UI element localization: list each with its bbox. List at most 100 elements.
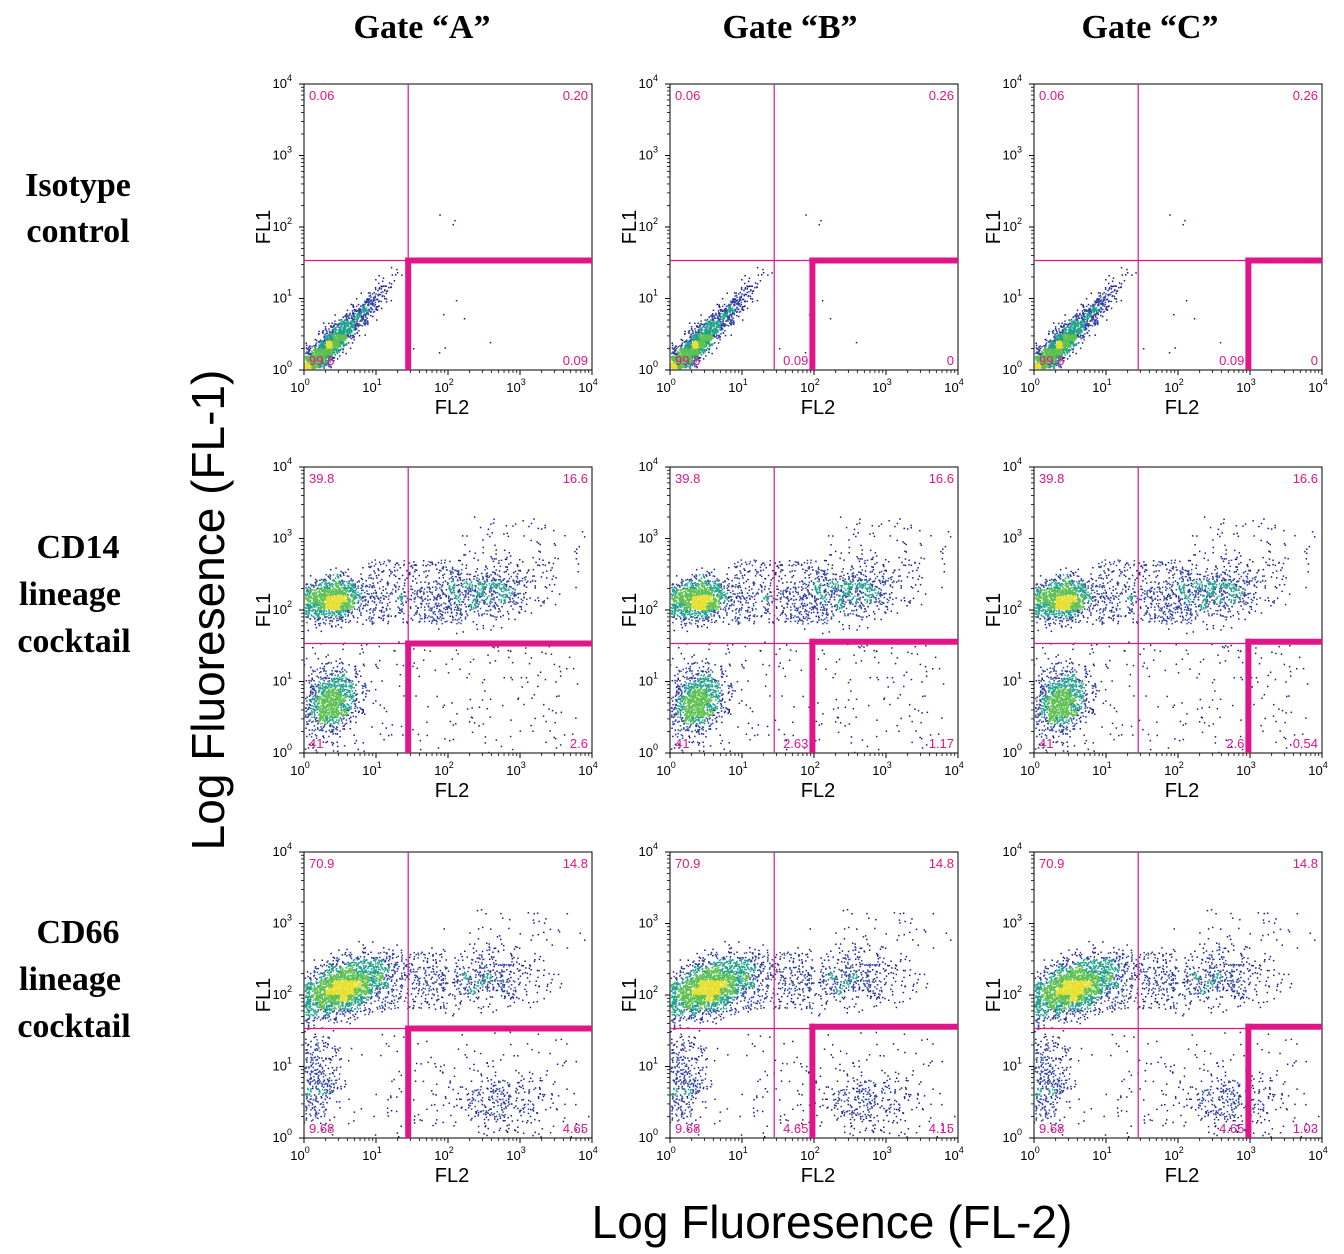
event-point: [325, 357, 327, 359]
event-point: [309, 366, 312, 368]
event-point: [347, 331, 349, 333]
event-point: [339, 337, 342, 339]
row-header-cd66-lineage-cocktail: CD66 lineage cocktail: [17, 914, 130, 1045]
y-tick-exponent: 0: [653, 359, 658, 369]
event-point: [319, 339, 322, 341]
event-point: [330, 334, 333, 336]
event-point: [726, 292, 728, 294]
event-point: [335, 350, 337, 352]
event-point: [750, 285, 752, 287]
event-point: [338, 326, 341, 329]
event-point: [328, 365, 330, 368]
event-point: [318, 344, 320, 347]
event-point: [363, 318, 365, 321]
event-point: [320, 352, 322, 355]
event-point: [724, 308, 726, 310]
event-point: [311, 362, 314, 364]
event-point: [698, 344, 701, 346]
event-point: [331, 336, 333, 338]
event-point: [354, 329, 357, 331]
event-point: [724, 323, 726, 325]
event-point: [324, 358, 327, 361]
x-tick-label: 104: [944, 377, 963, 395]
event-point: [312, 364, 314, 367]
event-point: [739, 291, 741, 294]
event-point: [358, 323, 360, 325]
event-point: [681, 343, 683, 346]
x-tick-label: 103: [506, 377, 525, 395]
event-point: [331, 354, 333, 357]
event-point: [1044, 338, 1046, 341]
quadrant-lower-middle-value: 0.09: [783, 353, 808, 368]
event-point: [321, 344, 323, 347]
event-point: [704, 331, 707, 334]
event-point: [357, 316, 359, 318]
event-point: [366, 320, 369, 322]
event-point: [759, 280, 762, 282]
event-point: [356, 332, 359, 334]
event-point: [336, 333, 338, 336]
event-point: [716, 324, 719, 327]
x-tick-exponent: 3: [521, 377, 526, 387]
event-point: [675, 349, 677, 352]
event-point: [320, 359, 323, 362]
event-point: [314, 361, 316, 363]
event-point: [306, 356, 308, 359]
event-point: [328, 330, 331, 332]
event-point: [340, 329, 342, 331]
event-point: [328, 344, 331, 347]
event-point: [731, 314, 733, 317]
event-point: [691, 332, 694, 335]
event-point: [320, 343, 323, 345]
event-point: [336, 339, 339, 342]
event-point: [309, 353, 311, 356]
event-point: [367, 292, 370, 294]
event-point: [339, 345, 342, 348]
event-point: [697, 336, 699, 338]
event-point: [740, 288, 743, 291]
event-point: [675, 347, 678, 350]
event-point: [375, 306, 378, 308]
event-point: [354, 323, 356, 325]
event-point: [734, 310, 736, 312]
event-point: [334, 339, 336, 342]
event-point: [754, 286, 756, 289]
event-point: [727, 309, 729, 312]
event-point: [354, 333, 356, 335]
event-point: [377, 305, 379, 308]
event-point: [720, 321, 722, 323]
event-point: [706, 325, 709, 328]
event-point: [367, 312, 369, 315]
event-point: [719, 308, 721, 311]
event-point: [339, 343, 341, 346]
event-point: [385, 301, 388, 303]
event-point: [751, 292, 754, 295]
event-point: [332, 326, 334, 329]
event-point: [374, 296, 377, 299]
event-point: [317, 353, 320, 356]
event-point: [339, 333, 341, 335]
event-point: [700, 328, 702, 331]
event-point: [722, 314, 724, 317]
x-tick-label: 101: [728, 377, 747, 395]
event-point: [336, 342, 339, 345]
event-point: [727, 315, 729, 318]
event-point: [344, 336, 347, 338]
event-point: [368, 309, 371, 311]
event-point: [332, 344, 335, 346]
event-point: [369, 294, 372, 297]
event-point: [697, 322, 699, 324]
event-point: [337, 347, 339, 349]
event-point: [320, 340, 322, 343]
event-point: [694, 340, 697, 343]
event-point: [341, 333, 343, 336]
event-point: [746, 288, 749, 290]
event-point: [363, 305, 366, 307]
event-point: [314, 351, 316, 353]
event-point: [690, 341, 692, 343]
event-point: [692, 338, 694, 341]
event-point: [333, 351, 336, 354]
event-point: [820, 219, 822, 222]
event-point: [345, 335, 348, 338]
